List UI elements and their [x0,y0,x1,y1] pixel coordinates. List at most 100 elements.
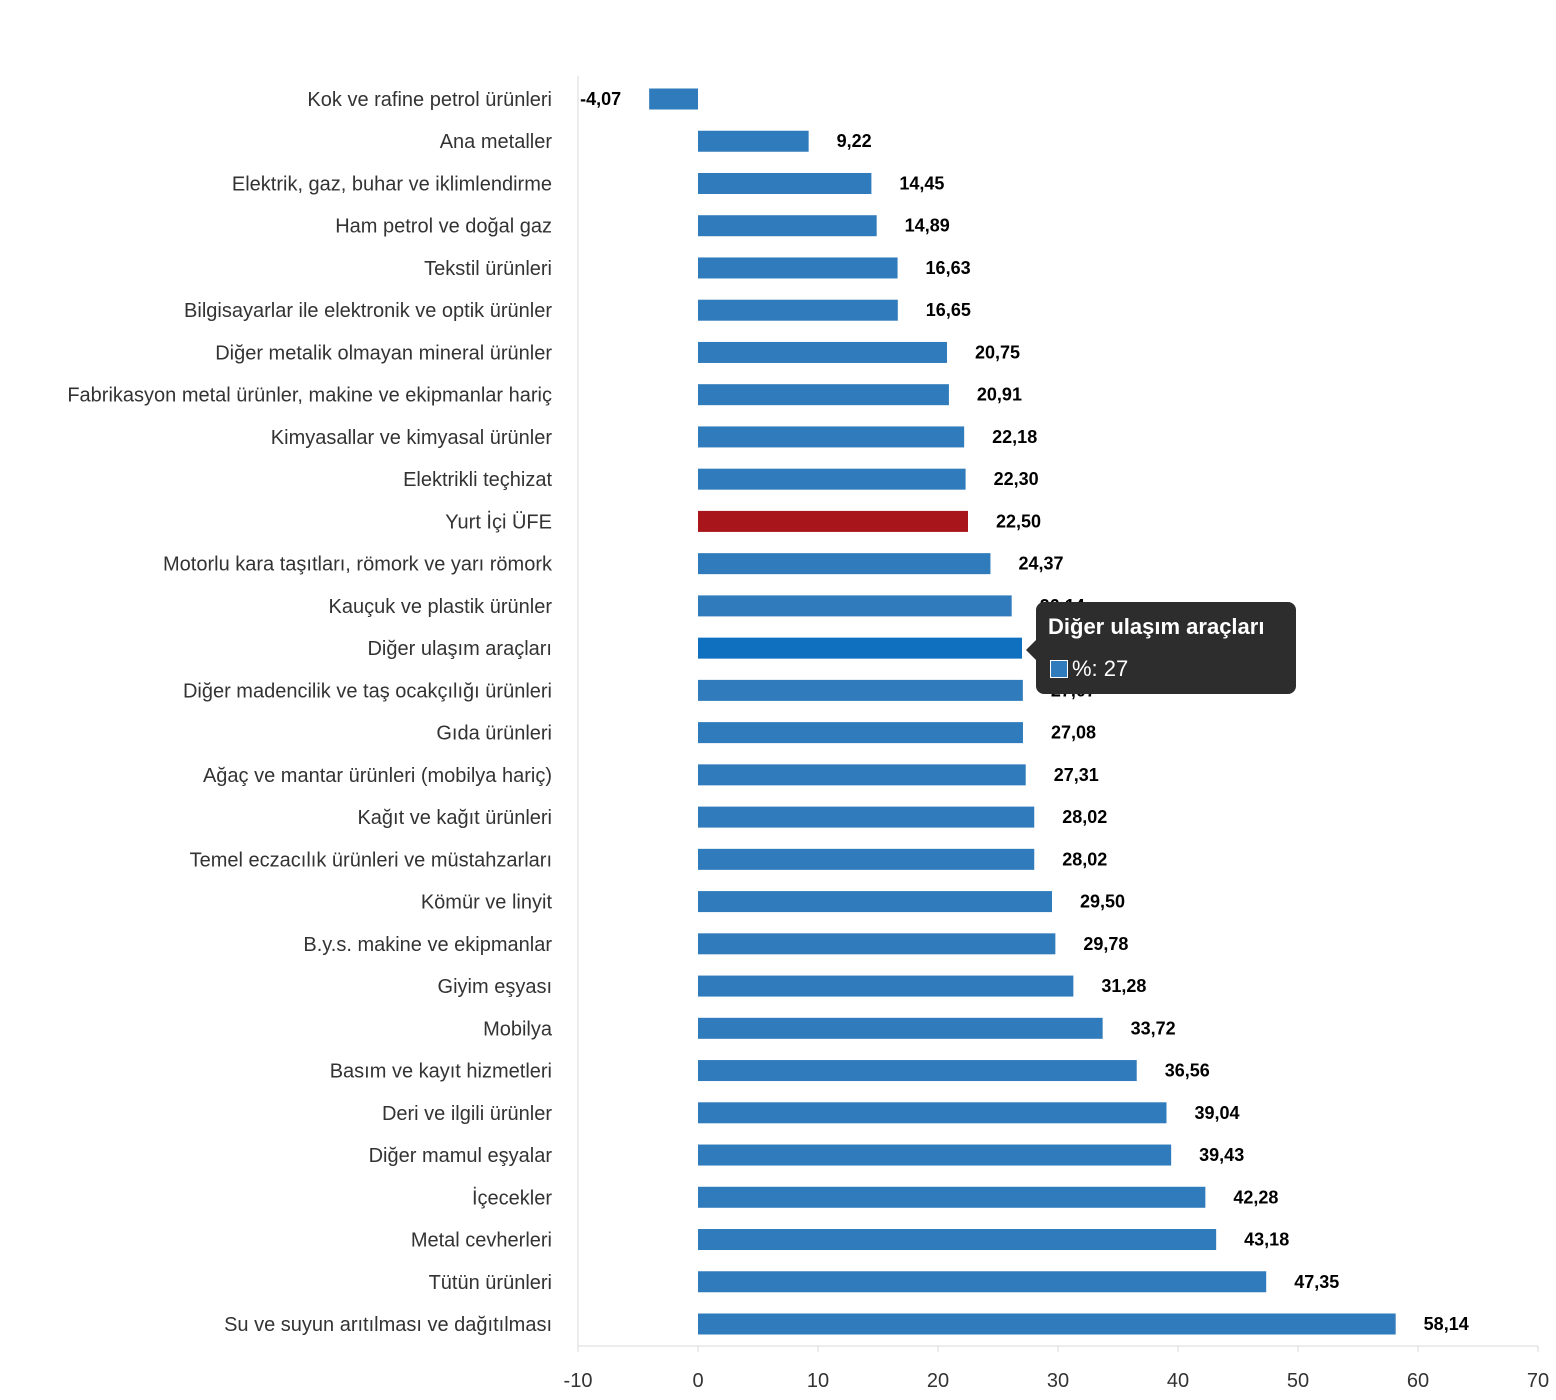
bar[interactable] [698,1017,1103,1039]
labels-layer: Kok ve rafine petrol ürünleri -4,07 Ana me… [67,89,1468,1336]
value-label: 36,56 [1165,1061,1210,1081]
bar[interactable] [698,722,1023,744]
category-label: Kağıt ve kağıt ürünleri [357,807,552,829]
bar[interactable] [698,172,872,194]
bar[interactable] [698,1271,1267,1293]
value-label: 47,35 [1294,1272,1339,1292]
category-label: Su ve suyun arıtılması ve dağıtılması [224,1314,552,1336]
bar[interactable] [698,215,877,237]
x-tick-label: 20 [927,1370,949,1392]
bar[interactable] [698,1186,1206,1208]
value-label: 20,91 [977,385,1022,405]
x-tick-label: 50 [1287,1370,1309,1392]
value-label: 43,18 [1244,1230,1289,1250]
bar-tooltip: Diğer ulaşım araçları %: 27 [1026,602,1296,694]
category-label: Yurt İçi ÜFE [445,510,552,533]
bar[interactable] [698,891,1052,913]
category-label: Kok ve rafine petrol ürünleri [307,89,552,111]
bar[interactable] [698,595,1012,617]
bar[interactable] [698,426,965,448]
category-label: Kömür ve linyit [421,892,553,914]
x-tick-label: 40 [1167,1370,1189,1392]
category-label: Diğer mamul eşyalar [369,1145,553,1167]
category-label: Ağaç ve mantar ürünleri (mobilya hariç) [203,765,552,787]
category-label: Diğer metalik olmayan mineral ürünler [215,342,552,364]
bar[interactable] [698,764,1026,786]
bars-layer [649,88,1396,1335]
value-label: 24,37 [1018,554,1063,574]
value-label: 27,08 [1051,723,1096,743]
bar[interactable] [698,679,1023,701]
bar[interactable] [698,1144,1172,1166]
bar[interactable] [649,88,698,110]
category-label: Tekstil ürünleri [424,258,552,280]
category-label: İçecekler [472,1186,552,1209]
bar[interactable] [698,130,809,152]
bar[interactable] [698,975,1074,997]
category-label: Deri ve ilgili ürünler [382,1103,552,1125]
value-label: 42,28 [1233,1187,1278,1207]
tooltip-title: Diğer ulaşım araçları [1048,614,1265,639]
category-label: Ham petrol ve doğal gaz [335,216,552,238]
tooltip-swatch-icon [1050,660,1068,678]
x-tick-label: -10 [564,1370,593,1392]
value-label: 16,65 [926,300,971,320]
category-label: Temel eczacılık ürünleri ve müstahzarlar… [190,849,552,871]
bar[interactable] [698,384,949,406]
category-label: Elektrikli teçhizat [403,469,552,491]
x-tick-label: 10 [807,1370,829,1392]
bar[interactable] [698,468,966,490]
bar[interactable] [698,1229,1217,1251]
bar[interactable] [698,1313,1396,1335]
value-label: 39,43 [1199,1145,1244,1165]
bar[interactable] [698,1102,1167,1124]
bar[interactable] [698,299,898,321]
category-label: Mobilya [483,1018,553,1040]
x-tick-label: 0 [692,1370,703,1392]
bar[interactable] [698,341,947,363]
value-label: 28,02 [1062,849,1107,869]
value-label: 22,50 [996,511,1041,531]
category-label: Metal cevherleri [411,1230,552,1252]
x-tick-label: 60 [1407,1370,1429,1392]
category-label: B.y.s. makine ve ekipmanlar [303,934,552,956]
value-label: -4,07 [580,89,621,109]
value-label: 33,72 [1131,1018,1176,1038]
category-label: Basım ve kayıt hizmetleri [330,1061,552,1083]
bar[interactable] [698,637,1022,659]
value-label: 20,75 [975,342,1020,362]
category-label: Diğer madencilik ve taş ocakçılığı ürünl… [183,680,552,702]
value-label: 22,30 [994,469,1039,489]
bar[interactable] [698,553,991,575]
value-label: 31,28 [1101,976,1146,996]
category-label: Ana metaller [440,131,553,153]
value-label: 9,22 [837,131,872,151]
tooltip-value: %: 27 [1072,656,1129,681]
value-label: 22,18 [992,427,1037,447]
bar[interactable] [698,933,1056,955]
value-label: 27,31 [1054,765,1099,785]
value-label: 16,63 [926,258,971,278]
value-label: 58,14 [1424,1314,1469,1334]
category-label: Bilgisayarlar ile elektronik ve optik ür… [184,300,552,322]
category-label: Kauçuk ve plastik ürünler [329,596,553,618]
category-label: Fabrikasyon metal ürünler, makine ve eki… [67,385,552,407]
x-tick-label: 30 [1047,1370,1069,1392]
bar[interactable] [698,257,898,279]
bar[interactable] [698,848,1035,870]
category-label: Diğer ulaşım araçları [367,638,552,660]
category-label: Motorlu kara taşıtları, römork ve yarı r… [163,554,553,576]
category-label: Elektrik, gaz, buhar ve iklimlendirme [232,173,552,195]
category-label: Kimyasallar ve kimyasal ürünler [271,427,553,449]
bar[interactable] [698,510,968,532]
value-label: 14,45 [899,173,944,193]
bar[interactable] [698,806,1035,828]
value-label: 29,50 [1080,892,1125,912]
category-label: Tütün ürünleri [429,1272,552,1294]
axis-layer: -10 0 10 20 30 40 50 60 70 [564,76,1549,1392]
category-label: Giyim eşyası [438,976,552,998]
value-label: 28,02 [1062,807,1107,827]
bar[interactable] [698,1060,1137,1082]
value-label: 14,89 [905,216,950,236]
